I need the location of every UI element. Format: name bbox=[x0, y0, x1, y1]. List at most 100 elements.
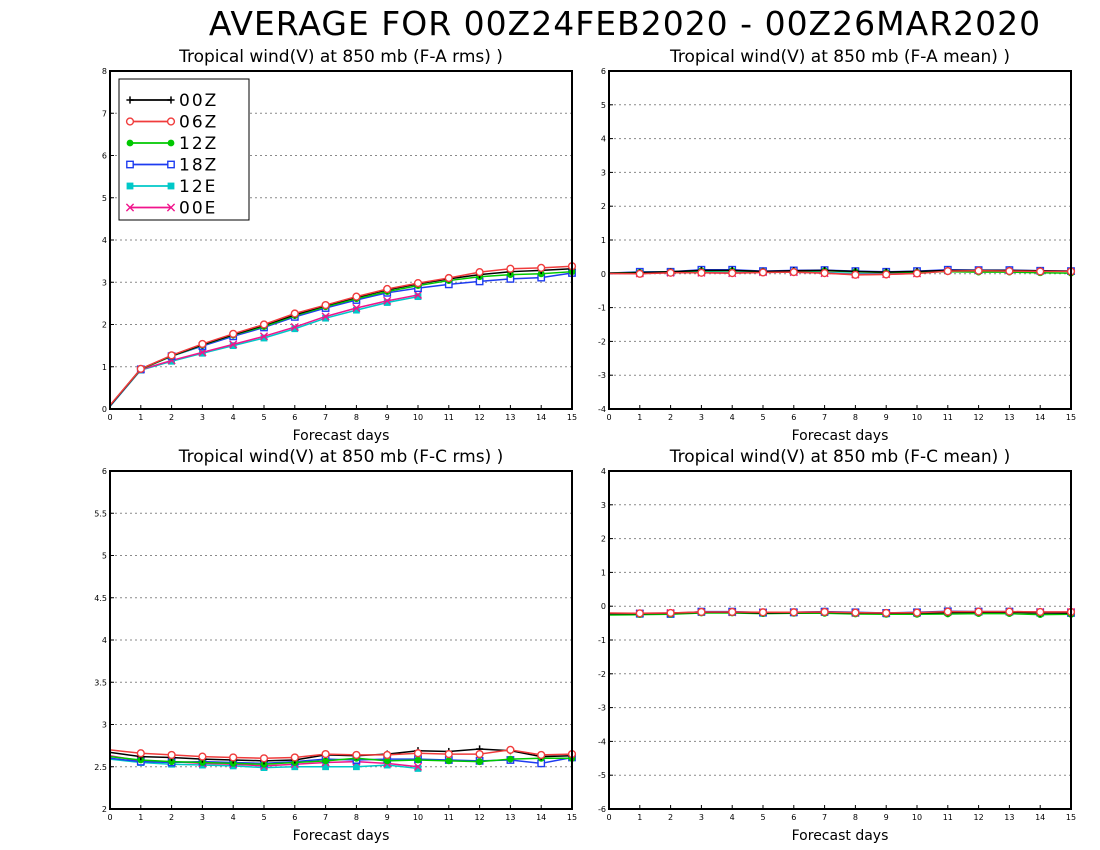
data-point-06z bbox=[259, 754, 269, 763]
x-tick-label: 14 bbox=[1035, 413, 1045, 422]
data-point-06z-shape bbox=[728, 269, 737, 278]
legend-marker-12e-shape bbox=[167, 182, 175, 190]
y-tick-label: 0 bbox=[102, 405, 107, 414]
x-tick-label: 14 bbox=[536, 413, 546, 422]
y-tick-label: 2 bbox=[601, 535, 606, 544]
data-point-12z bbox=[507, 755, 514, 763]
data-point-06z bbox=[444, 273, 453, 283]
series-line-12z bbox=[608, 612, 1072, 616]
data-point-12e bbox=[414, 293, 422, 301]
legend-label-00z: 00Z bbox=[179, 91, 218, 111]
data-point-12e bbox=[260, 334, 268, 342]
data-point-06z-shape bbox=[413, 278, 423, 288]
x-tick-label: 11 bbox=[444, 413, 454, 422]
x-tick-label: 4 bbox=[231, 413, 236, 422]
x-tick-label: 13 bbox=[505, 413, 515, 422]
legend-marker-18z-shape bbox=[167, 160, 175, 169]
legend-marker-06z-shape bbox=[125, 117, 135, 126]
data-point-12e-shape bbox=[291, 763, 299, 771]
data-point-06z bbox=[758, 268, 768, 277]
data-point-12e bbox=[353, 763, 360, 771]
data-point-06z-shape bbox=[352, 292, 361, 301]
legend-marker-06z bbox=[166, 117, 176, 126]
data-point-06z bbox=[198, 339, 207, 349]
data-point-06z-shape bbox=[635, 609, 644, 618]
data-point-12e-shape bbox=[383, 761, 391, 769]
data-point-06z-shape bbox=[167, 351, 176, 360]
data-point-06z bbox=[198, 752, 207, 761]
series-line-06z bbox=[109, 749, 573, 760]
data-point-06z-shape bbox=[666, 608, 675, 618]
y-tick-label: 7 bbox=[102, 109, 107, 118]
series-line-12z bbox=[109, 270, 573, 407]
panel-fc-rms: Tropical wind(V) at 850 mb (F-C rms) ) 2 2… bbox=[94, 447, 577, 844]
data-point-06z bbox=[666, 608, 675, 618]
y-tick-label: 4.5 bbox=[94, 594, 107, 603]
series-line-06z bbox=[109, 265, 573, 406]
data-point-00e-b bbox=[229, 340, 238, 349]
legend-marker-12z bbox=[167, 139, 175, 147]
data-point-06z bbox=[290, 309, 299, 318]
data-point-06z-shape bbox=[537, 263, 546, 272]
data-point-06z bbox=[943, 607, 952, 616]
series-group bbox=[109, 745, 577, 772]
x-tick-label: 5 bbox=[261, 813, 266, 822]
y-tick-label: 6 bbox=[601, 67, 606, 76]
panel-fc-mean: Tropical wind(V) at 850 mb (F-C mean) ) -… bbox=[598, 447, 1076, 844]
data-point-06z-shape bbox=[321, 749, 330, 759]
data-point-06z bbox=[537, 750, 546, 760]
x-tick-label: 1 bbox=[637, 813, 642, 822]
data-point-12z bbox=[476, 758, 483, 766]
x-tick-label: 6 bbox=[791, 813, 796, 822]
x-tick-label: 1 bbox=[138, 413, 143, 422]
data-point-06z bbox=[290, 753, 299, 762]
data-point-00e-b bbox=[321, 312, 330, 321]
data-point-00e bbox=[352, 303, 361, 313]
x-tick-label: 1 bbox=[138, 813, 143, 822]
y-tick-label: -1 bbox=[598, 636, 606, 645]
data-point-06z bbox=[136, 364, 145, 373]
data-point-00e bbox=[383, 296, 392, 305]
data-point-12e-shape bbox=[353, 763, 360, 771]
data-point-06z-shape bbox=[444, 749, 453, 759]
x-tick-label: 6 bbox=[292, 813, 297, 822]
data-point-06z-shape bbox=[697, 268, 706, 277]
data-point-12e-shape bbox=[229, 342, 237, 350]
x-tick-label: 15 bbox=[567, 413, 577, 422]
data-point-06z-shape bbox=[383, 750, 392, 760]
y-tick-label: -2 bbox=[598, 670, 606, 679]
data-point-12e bbox=[322, 314, 329, 322]
y-tick-label: 6 bbox=[102, 152, 107, 161]
data-point-06z bbox=[728, 269, 737, 278]
series-line-12z bbox=[109, 755, 572, 765]
data-point-06z-shape bbox=[321, 300, 330, 310]
series-line-00e bbox=[109, 294, 419, 407]
data-point-06z bbox=[383, 750, 392, 760]
legend-box bbox=[118, 78, 250, 221]
data-point-06z-shape bbox=[1005, 607, 1014, 616]
legend-marker-12z-shape bbox=[126, 139, 134, 147]
data-point-06z bbox=[697, 268, 706, 277]
x-tick-label: 5 bbox=[760, 813, 765, 822]
y-tick-label: -4 bbox=[598, 737, 606, 746]
x-tick-label: 5 bbox=[261, 413, 266, 422]
x-tick-label: 13 bbox=[1004, 413, 1014, 422]
panel-title: Tropical wind(V) at 850 mb (F-C mean) ) bbox=[669, 447, 1011, 467]
legend-marker-12z-shape bbox=[167, 139, 175, 147]
y-tick-label: 5 bbox=[102, 552, 107, 561]
legend-label-18z: 18Z bbox=[179, 156, 218, 176]
legend-marker-12e bbox=[126, 182, 134, 190]
y-tick-label: -6 bbox=[598, 805, 606, 814]
data-point-06z bbox=[475, 268, 484, 277]
x-tick-label: 9 bbox=[385, 813, 390, 822]
data-point-00e bbox=[198, 348, 207, 357]
data-point-00e-b bbox=[198, 348, 207, 357]
data-point-12z-shape bbox=[383, 757, 391, 765]
x-tick-label: 7 bbox=[822, 813, 827, 822]
y-tick-label: -5 bbox=[598, 771, 606, 780]
legend-label-12z: 12Z bbox=[179, 134, 218, 154]
data-point-06z-shape bbox=[728, 607, 737, 617]
data-point-12e bbox=[291, 325, 299, 333]
series-group bbox=[608, 607, 1076, 619]
y-tick-label: 5 bbox=[601, 101, 606, 110]
